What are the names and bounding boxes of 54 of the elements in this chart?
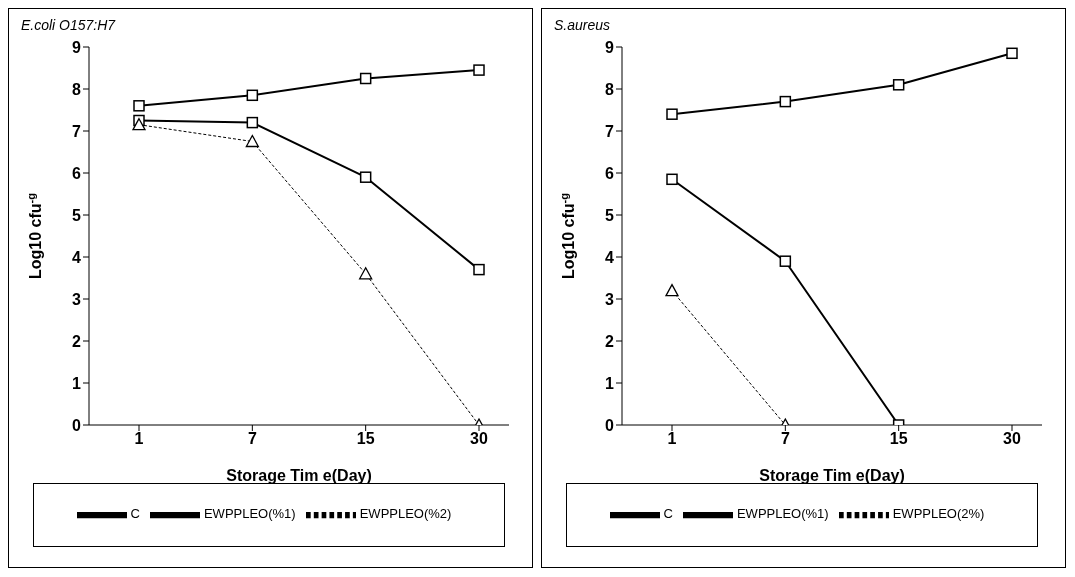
y-tick-label: 4 bbox=[605, 248, 615, 266]
y-tick-label: 2 bbox=[605, 332, 615, 350]
y-tick-label: 7 bbox=[72, 122, 82, 140]
y-tick-label: 8 bbox=[605, 80, 615, 98]
x-tick-label: 30 bbox=[1003, 430, 1021, 448]
point bbox=[779, 95, 792, 108]
point bbox=[359, 72, 372, 85]
point bbox=[473, 263, 485, 276]
point bbox=[666, 173, 678, 186]
y-tick-label: 8 bbox=[72, 80, 82, 98]
y-tick-label: 6 bbox=[72, 164, 82, 182]
chart-title: S.aureus bbox=[553, 16, 612, 35]
y-tick-label: 1 bbox=[72, 374, 82, 392]
chart-title: E.coli O157:H7 bbox=[20, 16, 117, 35]
x-tick-label: 15 bbox=[356, 430, 375, 448]
x-tick-label: 7 bbox=[247, 430, 257, 448]
x-tick-label: 15 bbox=[889, 430, 908, 448]
point bbox=[245, 134, 259, 148]
x-tick-label: 1 bbox=[134, 430, 144, 448]
x-tick-label: 30 bbox=[470, 430, 488, 448]
point bbox=[779, 255, 792, 267]
y-tick-label: 1 bbox=[605, 374, 615, 392]
point bbox=[246, 116, 259, 129]
y-tick-label: 0 bbox=[72, 416, 82, 434]
x-axis-title: Storage Tim e(Day) bbox=[759, 467, 905, 484]
y-tick-label: 9 bbox=[605, 38, 615, 56]
x-tick-label: 7 bbox=[780, 430, 790, 448]
y-tick-label: 2 bbox=[72, 332, 82, 350]
y-tick-label: 5 bbox=[605, 206, 615, 224]
point bbox=[666, 108, 678, 120]
y-tick-label: 3 bbox=[605, 290, 615, 308]
y-tick-label: 0 bbox=[605, 416, 615, 434]
point bbox=[892, 79, 905, 91]
legend-label: EWPPLEO(%1) bbox=[203, 506, 296, 522]
y-tick-label: 7 bbox=[605, 122, 615, 140]
legend-label: C bbox=[130, 506, 140, 522]
y-tick-label: 5 bbox=[72, 206, 82, 224]
y-tick-label: 9 bbox=[72, 38, 82, 56]
point bbox=[473, 64, 485, 76]
point bbox=[132, 118, 146, 131]
legend-label: EWPPLEO(%1) bbox=[736, 506, 829, 522]
x-tick-label: 1 bbox=[667, 430, 677, 448]
point bbox=[246, 89, 259, 102]
legend-label: EWPPLEO(%2) bbox=[359, 506, 452, 522]
y-tick-label: 4 bbox=[72, 248, 82, 266]
point bbox=[133, 100, 145, 112]
y-tick-label: 3 bbox=[72, 290, 82, 308]
point bbox=[359, 267, 373, 280]
legend-label: EWPPLEO(2%) bbox=[892, 506, 985, 522]
point bbox=[1006, 47, 1018, 60]
x-axis-title: Storage Tim e(Day) bbox=[226, 467, 372, 484]
y-tick-label: 6 bbox=[605, 164, 615, 182]
point bbox=[359, 171, 372, 183]
legend-label: C bbox=[663, 506, 673, 522]
